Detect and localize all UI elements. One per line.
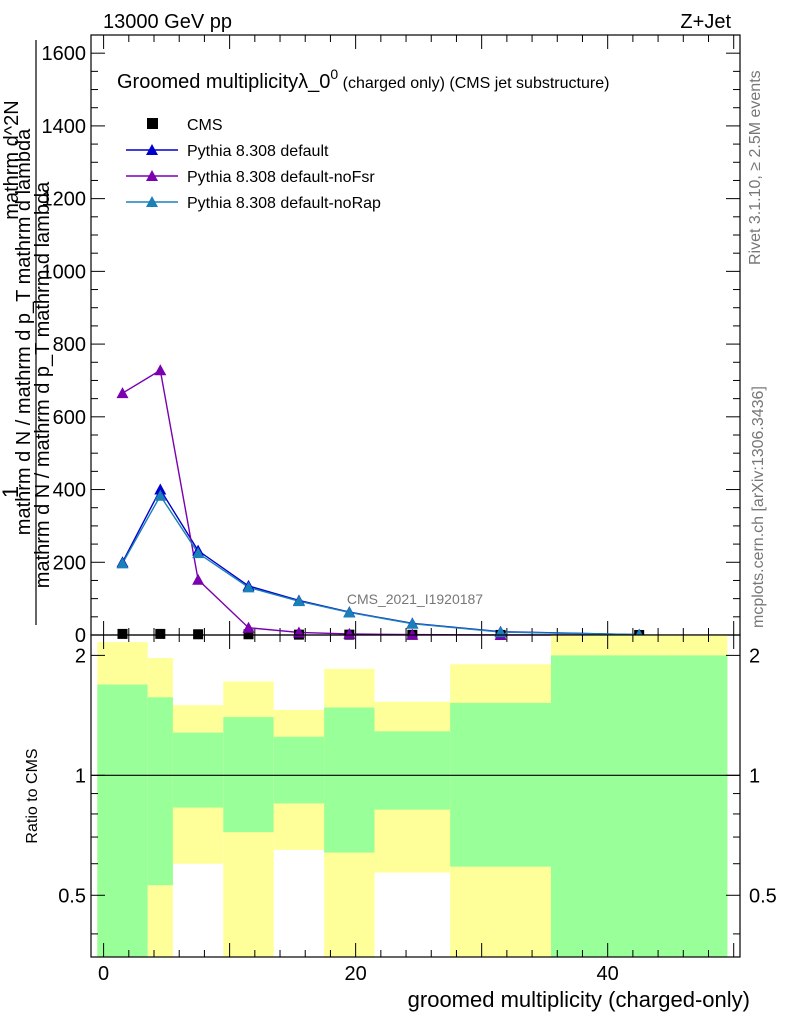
main-y-tick-labels: 0 200 400 600 800 1000 1200 1400 1600 [42,43,87,647]
ratio-band-inner [273,736,325,804]
legend-label: Pythia 8.308 default [187,143,329,160]
header-left: 13000 GeV pp [103,11,232,33]
ylabel-one: 1 [0,486,23,498]
ratio-y-tick-label: 0.5 [58,885,86,907]
header-right: Z+Jet [680,11,731,33]
ylabel-denominator: mathrm d N / mathrm d p_T mathrm d lambd… [32,181,54,588]
plot-title-sup: 0 [330,66,338,82]
ratio-band-inner [374,731,451,810]
legend-marker [146,170,158,181]
series-point-3 [192,547,205,559]
main-y-axis-label: 1 mathrm d N / mathrm d p_T mathrm d lam… [0,40,54,625]
ratio-y-tick-label-right: 0.5 [749,885,777,907]
ylabel-numerator: mathrm d N / mathrm d p_T mathrm d lambd… [13,128,35,535]
cms-data-point [243,629,254,640]
series-point-3 [343,606,356,618]
ratio-frame [90,634,741,958]
y-tick-label: 400 [53,480,86,502]
ratio-band-inner [324,707,375,853]
ratio-uncertainty-bands [97,635,728,957]
ylabel-frac-num: mathrm d^2N [1,100,23,219]
ratio-band-inner [223,717,274,833]
x-tick-labels: 0 20 40 [98,963,619,985]
series-point-2 [192,573,205,585]
ratio-y-tick-label-right: 2 [749,645,760,667]
legend-marker [146,196,158,207]
ratio-plot-panel: 0.5 0.5 1 1 2 2 0 20 40 Ratio to CMS groomed mu… [24,634,777,1012]
series-point-3 [494,626,507,638]
y-tick-label: 1600 [42,43,87,65]
legend-label: CMS [187,117,223,134]
cms-data-point [117,628,128,639]
plot-title-extra: (charged only) (CMS jet substructure) [338,75,609,92]
series-point-3 [292,595,305,607]
plot-title-main: Groomed multiplicityλ_0 [117,71,330,93]
cms-data-point [155,628,166,639]
legend-item: CMS [147,117,223,134]
y-tick-label: 800 [53,334,86,356]
series-point-2 [343,627,356,639]
legend-marker [147,118,158,129]
series-point-3 [154,489,167,501]
ratio-band-inner [172,732,224,808]
legend-item: Pythia 8.308 default-noRap [126,195,381,212]
series-point-2 [116,387,129,399]
x-tick-label: 20 [345,963,367,985]
legend-item: Pythia 8.308 default-noFsr [126,169,375,186]
y-tick-label: 200 [53,552,86,574]
cms-data-point [193,629,204,640]
ratio-band-inner [97,684,148,957]
rivet-note: Rivet 3.1.10, ≥ 2.5M events [747,70,764,265]
series-point-2 [242,621,255,633]
ratio-band-inner [450,702,551,867]
legend-label: Pythia 8.308 default-noFsr [187,169,375,186]
ratio-y-axis-label: Ratio to CMS [24,748,41,843]
analysis-watermark: CMS_2021_I1920187 [347,591,483,607]
series-point-3 [242,581,255,593]
x-tick-label: 0 [98,963,109,985]
series-point-3 [116,557,129,569]
legend-item: Pythia 8.308 default [126,143,329,160]
ratio-y-tick-label: 2 [75,645,86,667]
ratio-y-tick-labels: 0.5 0.5 1 1 2 2 [58,645,777,907]
ratio-y-tick-label: 1 [75,765,86,787]
y-tick-label: 600 [53,407,86,429]
y-tick-label: 0 [75,625,86,647]
legend-label: Pythia 8.308 default-noRap [187,195,381,212]
ratio-ticks [91,635,740,957]
x-tick-label: 40 [597,963,619,985]
legend: CMS Pythia 8.308 default Pythia 8.308 defa… [126,117,381,212]
series-point-2 [406,628,419,640]
y-tick-label: 1400 [42,116,87,138]
series-point-1 [154,483,167,495]
y-tick-label: 1200 [42,189,87,211]
ratio-band-inner [550,655,728,957]
mcplots-note: mcplots.cern.ch [arXiv:1306.3436] [750,386,767,628]
series-line-3 [121,494,640,636]
ratio-band-inner [147,697,173,886]
plot-title: Groomed multiplicityλ_00 (charged only) … [117,66,609,93]
main-ticks [91,34,740,636]
y-tick-label: 1000 [42,261,87,283]
series-point-2 [154,364,167,376]
series-line-1 [121,488,640,636]
ratio-y-tick-label-right: 1 [749,765,760,787]
legend-marker [146,144,158,155]
x-axis-label: groomed multiplicity (charged-only) [408,987,750,1012]
main-plot-panel: 0 200 400 600 800 1000 1200 1400 1600 CMS_2021_I… [0,34,741,647]
series-point-3 [406,617,419,629]
